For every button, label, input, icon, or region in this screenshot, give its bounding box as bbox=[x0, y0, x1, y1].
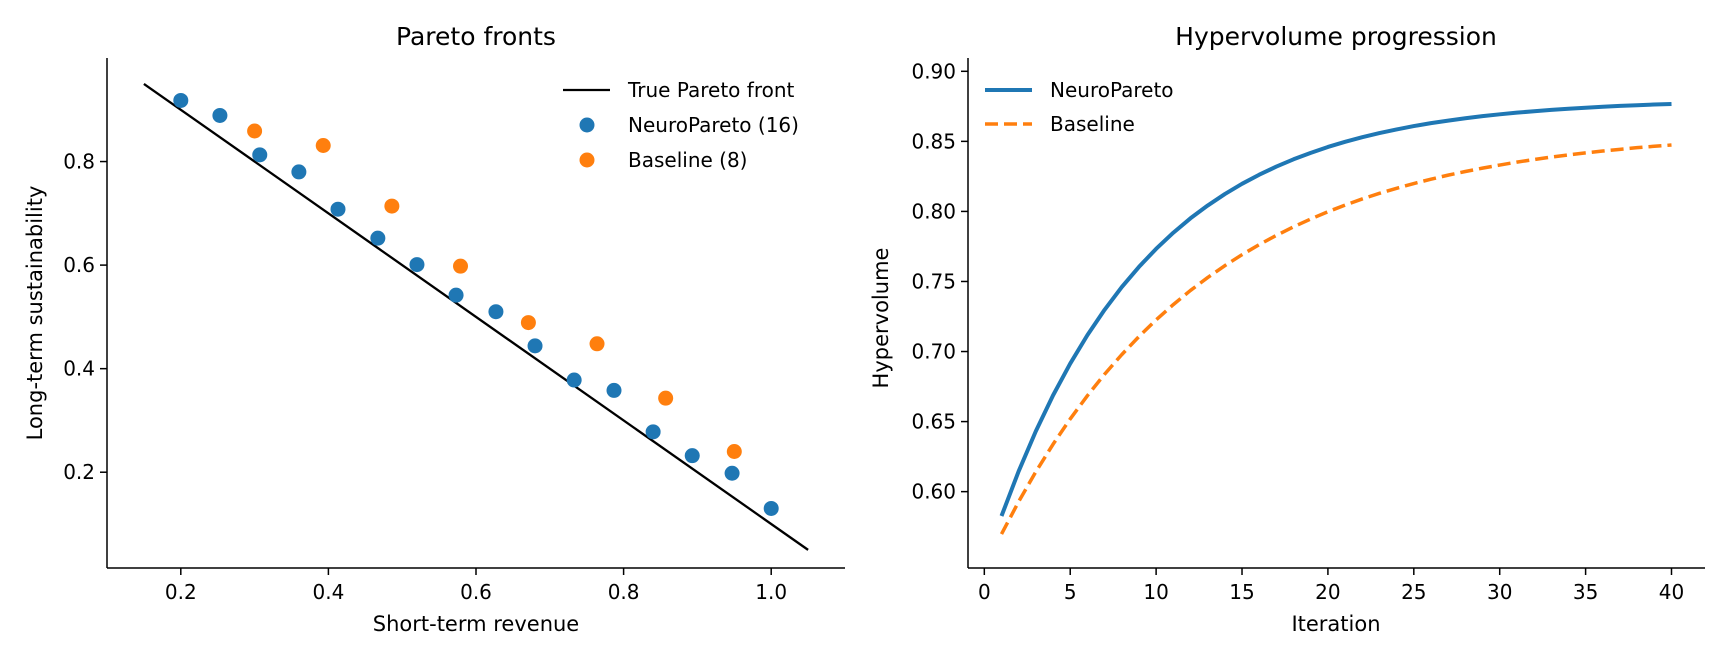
hypervolume-y-tick-label-6: 0.90 bbox=[911, 59, 956, 83]
point-neuropareto-16-14 bbox=[724, 465, 740, 481]
hypervolume-y-axis-label: Hypervolume bbox=[869, 248, 893, 389]
hypervolume-x-tick-label-4: 20 bbox=[1315, 580, 1340, 604]
pareto-y-tick-label-1: 0.4 bbox=[63, 357, 95, 381]
point-neuropareto-16-7 bbox=[448, 287, 464, 303]
pareto-plot-area bbox=[143, 82, 809, 551]
hypervolume-x-tick-label-5: 25 bbox=[1401, 580, 1426, 604]
legend-baseline-label: Baseline (8) bbox=[628, 148, 747, 172]
pareto-ticks: 0.2 0.4 0.6 0.8 1.0 0.2 0.4 0.6 0.8 bbox=[63, 150, 787, 604]
hypervolume-x-tick-label-2: 10 bbox=[1143, 580, 1168, 604]
legend-baseline-series-label: Baseline bbox=[1050, 112, 1135, 136]
hypervolume-y-tick-label-1: 0.65 bbox=[911, 410, 956, 434]
hypervolume-x-tick-label-8: 40 bbox=[1659, 580, 1684, 604]
hypervolume-y-tick-label-3: 0.75 bbox=[911, 269, 956, 293]
point-baseline-8-5 bbox=[589, 336, 605, 352]
pareto-x-tick-label-1: 0.4 bbox=[312, 580, 344, 604]
point-neuropareto-16-8 bbox=[488, 304, 504, 320]
series-line-baseline bbox=[999, 143, 1672, 535]
hypervolume-y-tick-label-4: 0.80 bbox=[911, 199, 956, 223]
point-baseline-8-0 bbox=[247, 123, 263, 139]
pareto-chart-title: Pareto fronts bbox=[396, 22, 556, 51]
pareto-legend: True Pareto front NeuroPareto (16) Basel… bbox=[563, 78, 799, 172]
legend-true-front-label: True Pareto front bbox=[627, 78, 795, 102]
pareto-x-tick-label-0: 0.2 bbox=[165, 580, 197, 604]
point-neuropareto-16-0 bbox=[173, 92, 189, 108]
hypervolume-plot-area bbox=[999, 101, 1672, 535]
point-neuropareto-16-13 bbox=[684, 448, 700, 464]
hypervolume-ticks: 0 5 10 15 20 25 30 35 40 0.60 0.65 0.70 0.75 0.80 0.85… bbox=[911, 59, 1684, 604]
legend-neuropareto-marker bbox=[579, 117, 595, 133]
hypervolume-panel: Hypervolume progression 0 5 10 15 20 25 30 35 40… bbox=[869, 22, 1705, 636]
point-neuropareto-16-4 bbox=[330, 201, 346, 217]
point-baseline-8-7 bbox=[726, 444, 742, 460]
pareto-y-tick-label-2: 0.6 bbox=[63, 253, 95, 277]
point-baseline-8-6 bbox=[658, 390, 674, 406]
hypervolume-x-tick-label-3: 15 bbox=[1229, 580, 1254, 604]
point-baseline-8-3 bbox=[453, 258, 469, 274]
point-neuropareto-16-15 bbox=[763, 500, 779, 516]
point-baseline-8-4 bbox=[520, 315, 536, 331]
point-baseline-8-2 bbox=[384, 198, 400, 214]
pareto-x-tick-label-4: 1.0 bbox=[755, 580, 787, 604]
point-neuropareto-16-9 bbox=[527, 338, 543, 354]
pareto-x-tick-label-2: 0.6 bbox=[460, 580, 492, 604]
legend-baseline-marker bbox=[579, 152, 595, 168]
point-neuropareto-16-6 bbox=[409, 257, 425, 273]
hypervolume-x-axis-label: Iteration bbox=[1291, 612, 1380, 636]
pareto-x-tick-label-3: 0.8 bbox=[608, 580, 640, 604]
legend-neuropareto-series-label: NeuroPareto bbox=[1050, 78, 1174, 102]
series-line-neuropareto bbox=[999, 101, 1672, 517]
point-neuropareto-16-2 bbox=[252, 147, 268, 163]
point-neuropareto-16-3 bbox=[291, 164, 307, 180]
hypervolume-y-tick-label-5: 0.85 bbox=[911, 129, 956, 153]
point-neuropareto-16-12 bbox=[645, 424, 661, 440]
hypervolume-x-tick-label-7: 35 bbox=[1573, 580, 1598, 604]
pareto-fronts-panel: Pareto fronts 0.2 0.4 0.6 0.8 1.00.20.40.60.… bbox=[23, 22, 845, 636]
series-true-pareto-front bbox=[143, 82, 809, 551]
hypervolume-y-tick-label-0: 0.60 bbox=[911, 480, 956, 504]
point-neuropareto-16-1 bbox=[212, 107, 228, 123]
hypervolume-legend: NeuroPareto Baseline bbox=[985, 78, 1174, 136]
pareto-y-axis-label: Long-term sustainability bbox=[23, 186, 47, 441]
point-neuropareto-16-5 bbox=[370, 230, 386, 246]
pareto-y-tick-label-0: 0.2 bbox=[63, 460, 95, 484]
hypervolume-x-tick-label-6: 30 bbox=[1487, 580, 1512, 604]
point-neuropareto-16-10 bbox=[566, 372, 582, 388]
pareto-y-tick-label-3: 0.8 bbox=[63, 150, 95, 174]
legend-neuropareto-label: NeuroPareto (16) bbox=[628, 113, 799, 137]
hypervolume-y-tick-label-2: 0.70 bbox=[911, 340, 956, 364]
hypervolume-chart-title: Hypervolume progression bbox=[1175, 22, 1497, 51]
hypervolume-x-tick-label-0: 0 bbox=[978, 580, 991, 604]
point-baseline-8-1 bbox=[315, 138, 331, 154]
pareto-x-axis-label: Short-term revenue bbox=[373, 612, 579, 636]
hypervolume-x-tick-label-1: 5 bbox=[1064, 580, 1077, 604]
point-neuropareto-16-11 bbox=[606, 382, 622, 398]
